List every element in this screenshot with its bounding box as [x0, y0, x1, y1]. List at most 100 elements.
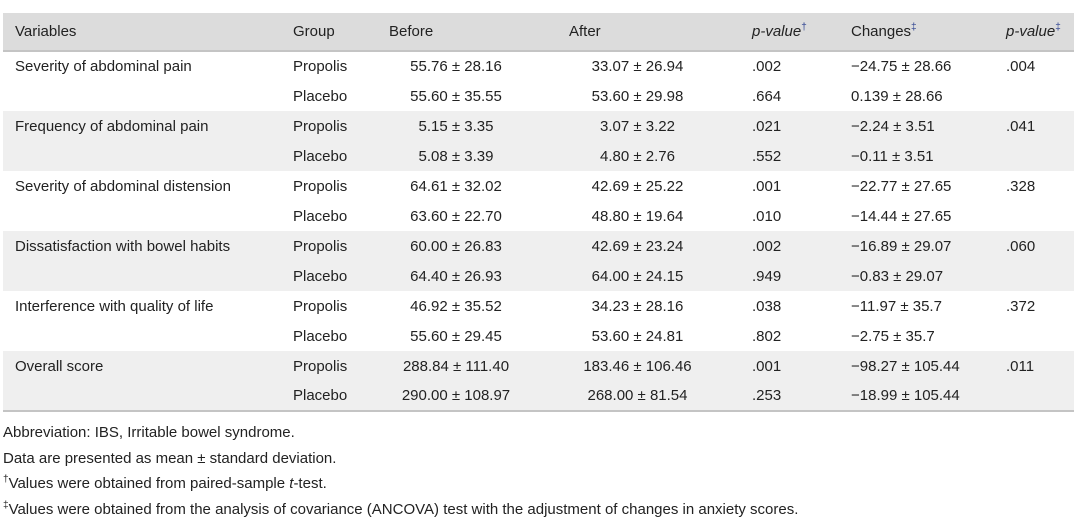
cell-p-value-ancova: .372 [1006, 297, 1036, 315]
cell-changes: −22.77 ± 27.65 [851, 177, 952, 195]
cell-changes: −98.27 ± 105.44 [851, 357, 960, 375]
cell-p-value-ancova: .328 [1006, 177, 1036, 195]
cell-variable: Frequency of abdominal pain [15, 117, 209, 135]
header-after: After [535, 13, 740, 52]
cell-before: 60.00 ± 26.83 [410, 237, 502, 255]
cell-group: Placebo [293, 327, 348, 345]
cell-changes: −0.83 ± 29.07 [851, 267, 944, 285]
table-row: Placebo 55.60 ± 35.55 53.60 ± 29.98 .664 0.1… [3, 81, 1074, 111]
header-before: Before [377, 13, 535, 52]
cell-variable [3, 381, 281, 412]
footnote-data-presented: Data are presented as mean ± standard de… [3, 449, 337, 467]
cell-p-value-ancova [983, 141, 1074, 171]
cell-variable: Severity of abdominal distension [15, 177, 231, 195]
cell-p-value-paired: .001 [752, 177, 782, 195]
cell-p-value-paired: .552 [752, 147, 782, 165]
cell-variable [3, 321, 281, 351]
cell-before: 290.00 ± 108.97 [377, 381, 535, 412]
cell-p-value-paired: .949 [752, 267, 782, 285]
table-row: Interference with quality of life Propoli… [3, 291, 1074, 321]
table-row: Placebo 55.60 ± 29.45 53.60 ± 24.81 .802 −2.… [3, 321, 1074, 351]
cell-p-value-paired: .021 [752, 117, 782, 135]
table-row: Frequency of abdominal pain Propolis 5.15 … [3, 111, 1074, 141]
cell-p-value-paired: .002 [752, 58, 782, 75]
cell-changes: −0.11 ± 3.51 [851, 147, 934, 165]
cell-p-value-ancova [983, 321, 1074, 351]
cell-variable [3, 141, 281, 171]
cell-changes: 0.139 ± 28.66 [851, 87, 943, 105]
cell-after: 4.80 ± 2.76 [600, 147, 675, 165]
cell-before: 5.08 ± 3.39 [418, 147, 494, 165]
header-changes: Changes‡ [828, 13, 983, 52]
results-table-container: Variables Group Before After p-value† Ch… [3, 13, 1074, 412]
cell-changes: −18.99 ± 105.44 [828, 381, 983, 412]
header-p-value-ancova: p-value‡ [983, 13, 1074, 52]
cell-changes: −16.89 ± 29.07 [851, 237, 952, 255]
cell-p-value-paired: .038 [752, 297, 782, 315]
dagger-footnote-mark: † [801, 22, 807, 33]
double-dagger-footnote-mark: ‡ [911, 22, 917, 33]
cell-after: 34.23 ± 28.16 [591, 297, 684, 315]
footnote-abbreviation: Abbreviation: IBS, Irritable bowel syndr… [3, 424, 295, 441]
table-row: Dissatisfaction with bowel habits Propoli… [3, 231, 1074, 261]
cell-before: 288.84 ± 111.40 [402, 357, 510, 375]
cell-p-value-ancova: .011 [1006, 357, 1035, 375]
cell-variable: Overall score [15, 357, 104, 375]
cell-before: 55.76 ± 28.16 [410, 58, 502, 75]
cell-variable: Interference with quality of life [15, 297, 214, 315]
footnote-dagger: †Values were obtained from paired-sample… [3, 474, 327, 493]
table-row: Placebo 5.08 ± 3.39 4.80 ± 2.76 .552 −0.11 ±… [3, 141, 1074, 171]
cell-after: 33.07 ± 26.94 [591, 58, 684, 75]
cell-changes: −2.75 ± 35.7 [851, 327, 935, 345]
cell-group: Placebo [293, 147, 348, 165]
cell-before: 46.92 ± 35.52 [410, 297, 502, 315]
footnote-double-dagger: ‡Values were obtained from the analysis … [3, 499, 799, 518]
cell-group: Propolis [293, 58, 348, 75]
cell-p-value-paired: .802 [752, 327, 782, 345]
cell-changes: −14.44 ± 27.65 [851, 207, 952, 225]
cell-p-value-paired: .253 [740, 381, 828, 412]
results-table: Variables Group Before After p-value† Ch… [3, 13, 1074, 412]
table-row: Placebo 63.60 ± 22.70 48.80 ± 19.64 .010 −14… [3, 201, 1074, 231]
cell-group: Placebo [281, 381, 377, 412]
cell-p-value-ancova: .041 [1006, 117, 1036, 135]
cell-p-value-ancova: .060 [1006, 237, 1036, 255]
cell-variable [3, 201, 281, 231]
cell-after: 183.46 ± 106.46 [583, 357, 692, 375]
cell-changes: −2.24 ± 3.51 [851, 117, 935, 135]
cell-before: 63.60 ± 22.70 [410, 207, 502, 225]
cell-group: Propolis [293, 117, 348, 135]
cell-before: 55.60 ± 35.55 [410, 87, 502, 105]
cell-before: 55.60 ± 29.45 [410, 327, 502, 345]
cell-p-value-paired: .010 [752, 207, 782, 225]
header-p-value-paired: p-value† [740, 13, 828, 52]
cell-group: Propolis [293, 237, 348, 255]
cell-group: Placebo [293, 207, 348, 225]
cell-after: 42.69 ± 25.22 [591, 177, 684, 195]
cell-p-value-paired: .002 [752, 237, 782, 255]
cell-group: Propolis [293, 357, 348, 375]
cell-after: 48.80 ± 19.64 [591, 207, 684, 225]
table-row: Severity of abdominal pain Propolis 55.76 … [3, 51, 1074, 81]
cell-variable [3, 81, 281, 111]
cell-p-value-ancova [983, 381, 1074, 412]
header-group: Group [281, 13, 377, 52]
table-header-row: Variables Group Before After p-value† Ch… [3, 13, 1074, 52]
cell-changes: −24.75 ± 28.66 [851, 58, 952, 75]
cell-p-value-ancova: .004 [1006, 58, 1036, 75]
table-row: Placebo 290.00 ± 108.97 268.00 ± 81.54.253… [3, 381, 1074, 412]
cell-variable: Dissatisfaction with bowel habits [15, 237, 231, 255]
cell-group: Propolis [293, 297, 348, 315]
header-variables: Variables [3, 13, 281, 52]
cell-variable: Severity of abdominal pain [15, 58, 192, 75]
cell-after: 53.60 ± 29.98 [591, 87, 684, 105]
cell-variable [3, 261, 281, 291]
cell-after: 64.00 ± 24.15 [591, 267, 684, 285]
table-row: Overall score Propolis 288.84 ± 111.40 183.… [3, 351, 1074, 381]
table-footnotes: Abbreviation: IBS, Irritable bowel syndr… [3, 420, 798, 522]
cell-before: 64.40 ± 26.93 [410, 267, 502, 285]
table-row: Placebo 64.40 ± 26.93 64.00 ± 24.15 .949 −0.… [3, 261, 1074, 291]
cell-p-value-ancova [983, 201, 1074, 231]
table-row: Severity of abdominal distension Propolis… [3, 171, 1074, 201]
table-body: Severity of abdominal pain Propolis 55.76 … [3, 51, 1074, 412]
